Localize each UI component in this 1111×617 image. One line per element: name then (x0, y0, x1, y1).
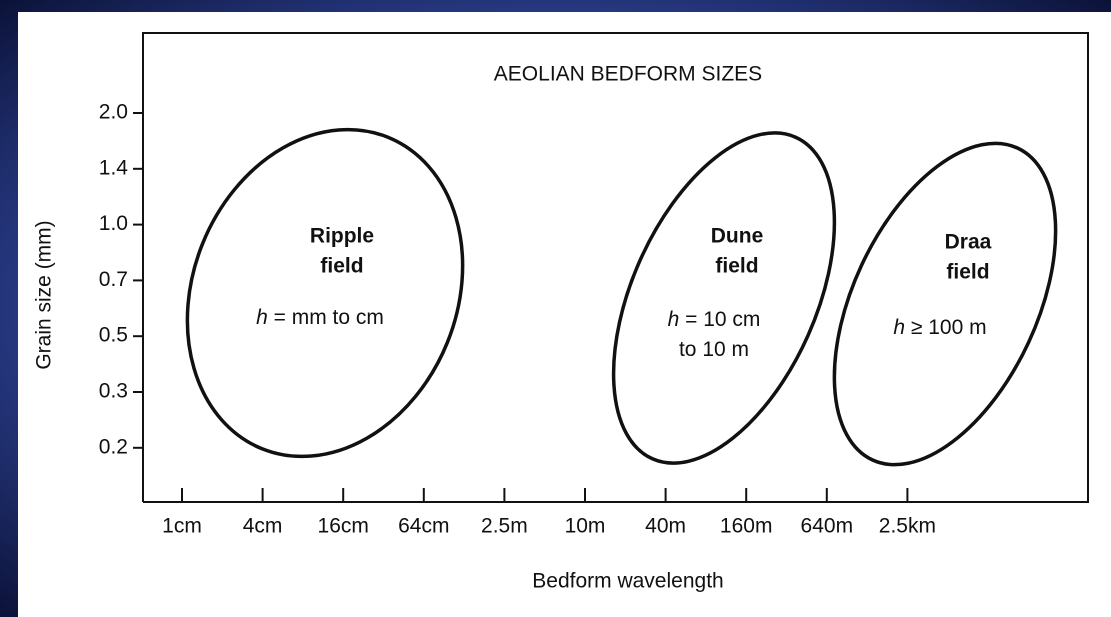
x-tick-label: 40m (645, 515, 686, 538)
x-tick-label: 64cm (398, 515, 449, 538)
height-var: h (256, 306, 268, 329)
panel (18, 12, 1111, 617)
y-tick-label: 1.0 (99, 212, 128, 235)
x-tick-label: 10m (565, 515, 606, 538)
y-tick-label: 0.7 (99, 268, 128, 291)
y-tick-label: 1.4 (99, 156, 129, 179)
region-name: field (946, 261, 989, 284)
x-axis-label: Bedform wavelength (532, 570, 723, 593)
x-tick-label: 16cm (318, 515, 369, 538)
title: AEOLIAN BEDFORM SIZES (494, 63, 762, 86)
height-text: = mm to cm (268, 306, 384, 329)
region-name: field (320, 255, 363, 278)
region-height: h ≥ 100 m (893, 316, 986, 339)
dune-field (611, 131, 837, 465)
x-tick-label: 640m (801, 515, 854, 538)
height-text: to 10 m (679, 338, 749, 361)
region-height: to 10 m (679, 338, 749, 361)
region-height: h = 10 cm (668, 308, 761, 331)
region-name: Dune (711, 225, 764, 248)
height-text: = 10 cm (679, 308, 760, 331)
draa-field (832, 141, 1058, 467)
y-tick-label: 0.2 (99, 435, 128, 458)
x-tick-label: 1cm (162, 515, 202, 538)
y-axis-label: Grain size (mm) (33, 220, 56, 369)
y-tick-label: 0.3 (99, 380, 128, 403)
x-tick-label: 2.5km (879, 515, 936, 538)
x-tick-label: 4cm (243, 515, 283, 538)
ripple-field (185, 127, 465, 459)
height-var: h (893, 316, 905, 339)
region-name: Draa (945, 231, 992, 254)
frame (142, 32, 1089, 503)
y-tick-label: 2.0 (99, 101, 128, 124)
region-name: field (715, 255, 758, 278)
region-height: h = mm to cm (256, 306, 384, 329)
height-text: ≥ 100 m (905, 316, 987, 339)
region-name: Ripple (310, 225, 374, 248)
height-var: h (668, 308, 680, 331)
x-tick-label: 160m (720, 515, 773, 538)
y-tick-label: 0.5 (99, 324, 128, 347)
x-tick-label: 2.5m (481, 515, 528, 538)
